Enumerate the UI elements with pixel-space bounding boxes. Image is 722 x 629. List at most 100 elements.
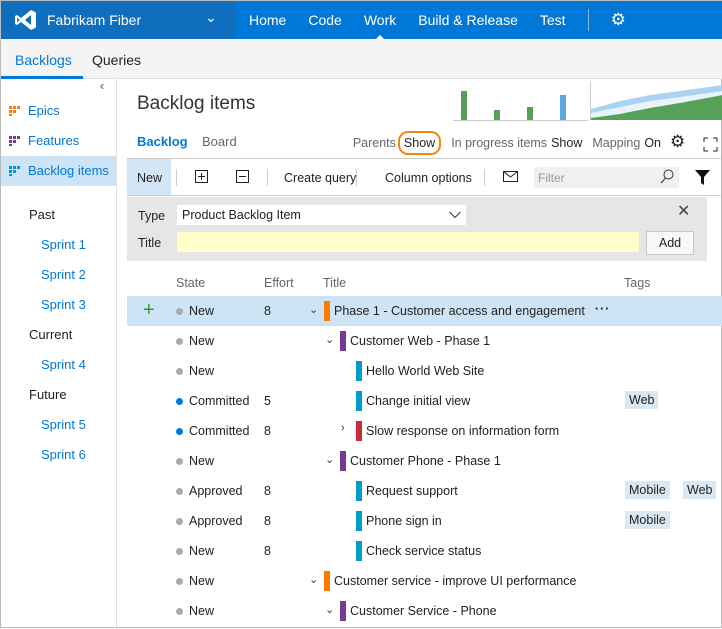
chevron-down-icon[interactable]: ⌄ xyxy=(325,334,335,346)
tab-queries[interactable]: Queries xyxy=(92,52,142,68)
column-header-tags[interactable]: Tags xyxy=(624,276,651,290)
title-cell[interactable]: Hello World Web Site xyxy=(366,364,485,378)
tag-badge[interactable]: Mobile xyxy=(625,481,670,499)
fullscreen-icon[interactable] xyxy=(703,137,718,152)
work-item-type-feature-icon xyxy=(340,451,346,471)
chevron-down-icon[interactable]: ⌄ xyxy=(325,604,335,616)
work-item-type-bug-icon xyxy=(356,421,362,441)
pivot-board[interactable]: Board xyxy=(202,134,237,149)
add-button[interactable]: Add xyxy=(646,231,694,255)
sprint-link[interactable]: Sprint 6 xyxy=(41,447,86,462)
sprint-link[interactable]: Sprint 4 xyxy=(41,357,86,372)
nav-code[interactable]: Code xyxy=(308,12,342,28)
table-row[interactable]: New ⌄ Customer Web - Phase 1 xyxy=(127,326,722,356)
effort-cell: 8 xyxy=(264,484,271,498)
close-icon[interactable]: ✕ xyxy=(677,203,691,220)
settings-gear-icon[interactable]: ⚙ xyxy=(610,10,626,29)
chevron-down-icon[interactable]: ⌄ xyxy=(205,9,217,25)
sprint-link[interactable]: Sprint 3 xyxy=(41,297,86,312)
state-dot-icon xyxy=(176,608,183,615)
effort-cell: 8 xyxy=(264,514,271,528)
filter-funnel-icon[interactable] xyxy=(695,170,710,185)
table-row[interactable]: Approved 8 Request support Mobile Web xyxy=(127,476,722,506)
chevron-down-icon[interactable]: ⌄ xyxy=(309,574,319,586)
column-header-effort[interactable]: Effort xyxy=(264,276,294,290)
velocity-bar xyxy=(494,110,500,120)
sidebar-item-features[interactable]: Features xyxy=(1,126,116,156)
title-cell[interactable]: Customer service - improve UI performanc… xyxy=(334,574,577,588)
work-item-type-pbi-icon xyxy=(356,391,362,411)
sidebar: ‹ Epics Features Backlog items Past Spri… xyxy=(1,79,117,629)
sprint-link[interactable]: Sprint 1 xyxy=(41,237,86,252)
velocity-chart-thumbnail[interactable] xyxy=(453,81,588,121)
sidebar-item-backlog-items[interactable]: Backlog items xyxy=(1,156,116,186)
table-row[interactable]: Approved 8 Phone sign in Mobile xyxy=(127,506,722,536)
nav-home[interactable]: Home xyxy=(249,12,287,28)
create-query-button[interactable]: Create query xyxy=(284,171,357,185)
tag-badge[interactable]: Web xyxy=(625,391,659,409)
state-cell: New xyxy=(189,364,215,378)
table-row[interactable]: Committed 5 Change initial view Web xyxy=(127,386,722,416)
table-row[interactable]: New ⌄ Customer service - improve UI perfor… xyxy=(127,566,722,596)
title-cell[interactable]: Change initial view xyxy=(366,394,471,408)
new-button[interactable]: New xyxy=(127,159,171,195)
state-dot-icon xyxy=(176,368,183,375)
state-cell: New xyxy=(189,544,215,558)
collapse-all-icon[interactable] xyxy=(236,170,249,183)
state-cell: New xyxy=(189,604,215,618)
chevron-down-icon[interactable]: ⌄ xyxy=(309,304,319,316)
column-options-button[interactable]: Column options xyxy=(385,171,472,185)
add-child-icon[interactable]: + xyxy=(143,299,155,321)
table-row[interactable]: New Hello World Web Site xyxy=(127,356,722,386)
title-cell[interactable]: Request support xyxy=(366,484,458,498)
settings-gear-icon[interactable]: ⚙ xyxy=(670,132,686,151)
type-select[interactable]: Product Backlog Item xyxy=(177,205,466,225)
parents-toggle[interactable]: Show xyxy=(397,130,442,155)
nav-test[interactable]: Test xyxy=(539,12,566,28)
chevron-down-icon xyxy=(449,211,461,219)
sprint-link[interactable]: Sprint 2 xyxy=(41,267,86,282)
expand-all-icon[interactable] xyxy=(195,170,208,183)
email-icon[interactable] xyxy=(503,171,518,182)
title-line: Change initial view xyxy=(366,394,470,408)
cfd-area-done xyxy=(591,95,722,120)
column-header-state[interactable]: State xyxy=(176,276,206,290)
cumulative-flow-thumbnail[interactable] xyxy=(590,81,722,121)
search-icon[interactable] xyxy=(660,169,674,185)
project-switcher[interactable]: Fabrikam Fiber ⌄ xyxy=(1,1,235,39)
title-cell[interactable]: Slow response on information form xyxy=(366,424,560,438)
pivot-backlog[interactable]: Backlog xyxy=(137,134,188,149)
sprint-link[interactable]: Sprint 5 xyxy=(41,417,86,432)
collapse-chevron-icon[interactable]: ‹ xyxy=(100,79,105,93)
tab-backlogs[interactable]: Backlogs xyxy=(15,52,72,68)
chevron-down-icon[interactable]: ⌄ xyxy=(325,454,335,466)
velocity-bar xyxy=(461,91,467,120)
sidebar-item-epics[interactable]: Epics xyxy=(1,96,116,126)
in-progress-toggle[interactable]: Show xyxy=(551,135,583,150)
title-line: Phase 1 - Customer access and engagement… xyxy=(334,302,611,318)
mapping-toggle[interactable]: On xyxy=(644,135,661,150)
chevron-right-icon[interactable]: › xyxy=(341,422,345,434)
table-row[interactable]: Committed 8 › Slow response on information … xyxy=(127,416,722,446)
title-input[interactable] xyxy=(177,232,639,252)
table-row[interactable]: New ⌄ Customer Service - Phone xyxy=(127,596,722,626)
table-row[interactable]: New ⌄ Customer Phone - Phase 1 xyxy=(127,446,722,476)
title-cell[interactable]: Customer Phone - Phase 1 xyxy=(350,454,501,468)
effort-cell: 8 xyxy=(264,544,271,558)
tag-badge[interactable]: Web xyxy=(683,481,717,499)
title-cell[interactable]: Phase 1 - Customer access and engagement xyxy=(334,304,585,318)
title-cell[interactable]: Check service status xyxy=(366,544,482,558)
state-cell: New xyxy=(189,454,215,468)
title-cell[interactable]: Phone sign in xyxy=(366,514,442,528)
more-actions-icon[interactable]: ··· xyxy=(594,302,611,316)
filter-input[interactable]: Filter xyxy=(534,167,679,188)
title-cell[interactable]: Customer Service - Phone xyxy=(350,604,497,618)
tag-badge[interactable]: Mobile xyxy=(625,511,670,529)
work-item-type-pbi-icon xyxy=(356,481,362,501)
table-row[interactable]: + New 8 ⌄ Phase 1 - Customer access and enga… xyxy=(127,296,722,326)
nav-build-release[interactable]: Build & Release xyxy=(418,12,518,28)
table-row[interactable]: New 8 Check service status xyxy=(127,536,722,566)
column-header-title[interactable]: Title xyxy=(323,276,347,290)
nav-work[interactable]: Work xyxy=(364,12,396,41)
title-cell[interactable]: Customer Web - Phase 1 xyxy=(350,334,491,348)
